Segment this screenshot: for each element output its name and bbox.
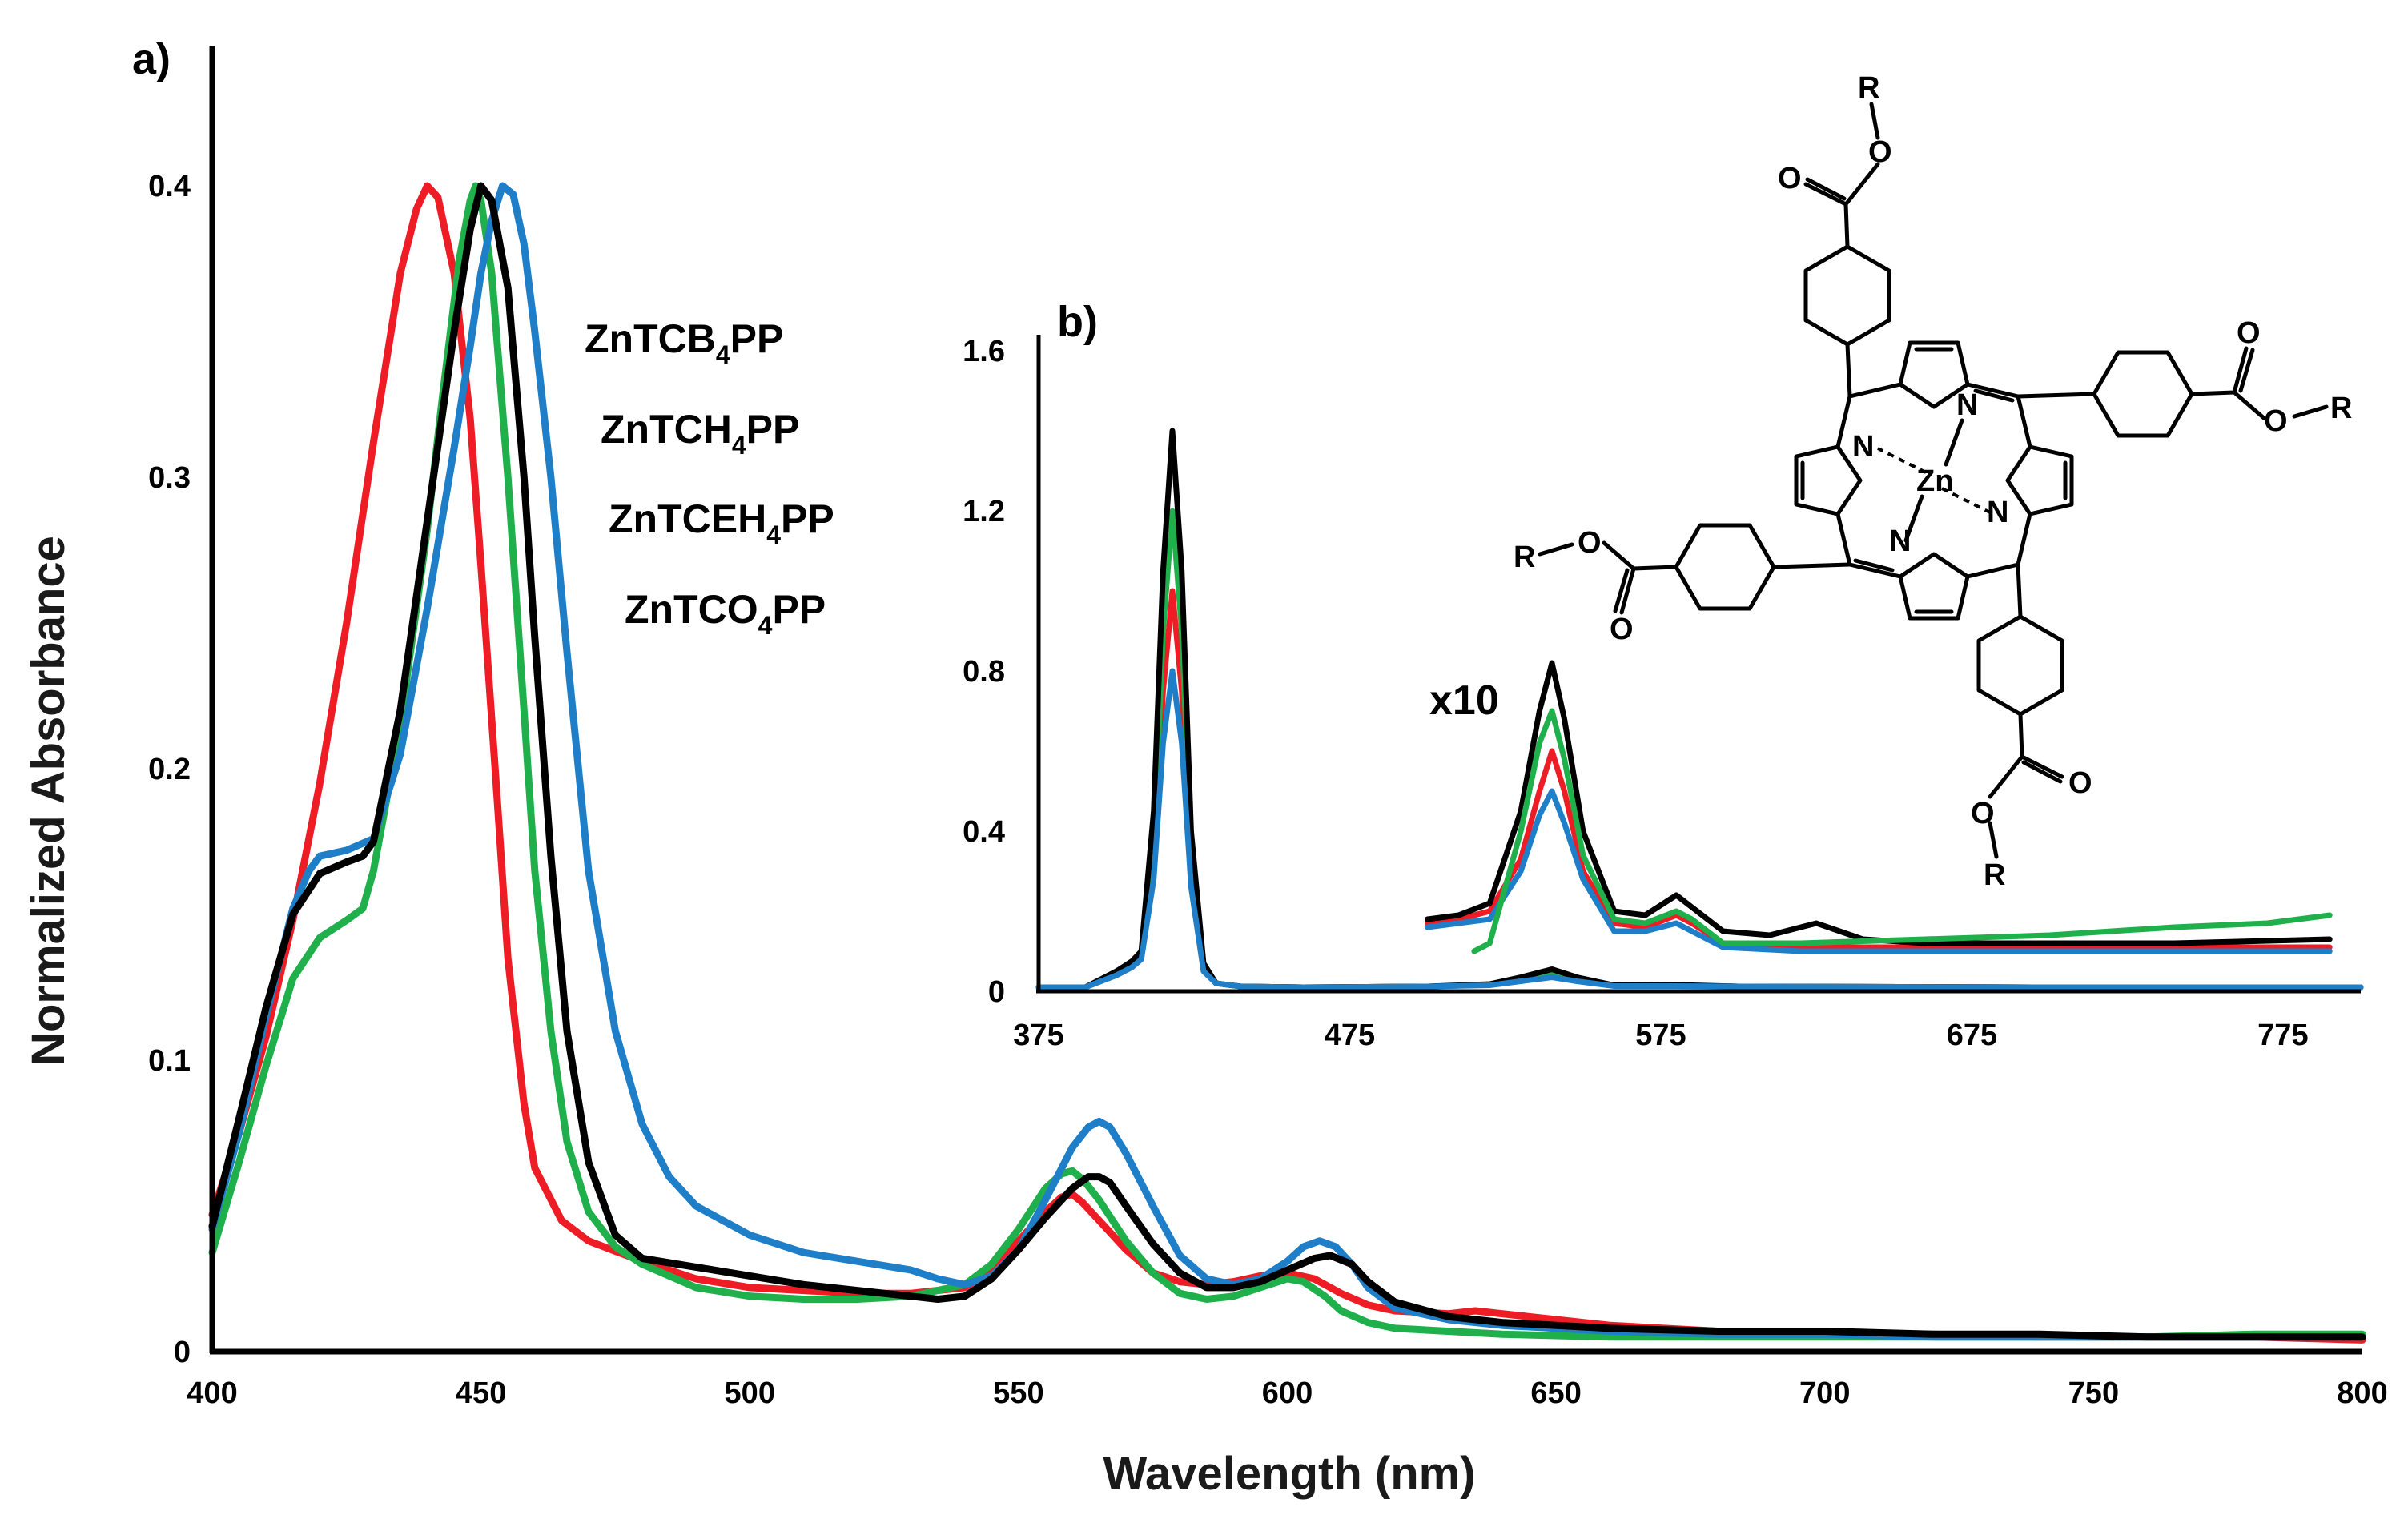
legend: ZnTCB4PP ZnTCH4PP ZnTCEH4PP ZnTCO4PP [585, 316, 834, 640]
phenyl-arm-right: O O R [2016, 316, 2352, 438]
o-label: O [2264, 404, 2288, 438]
y-axis-title: Normalized Absorbance [22, 536, 74, 1066]
panel-b-series [1035, 428, 2364, 991]
panel-a-series [208, 182, 2366, 1344]
y-tick-labels: 0 0.1 0.2 0.3 0.4 [148, 170, 191, 1369]
legend-item-zntch4pp: ZnTCH4PP [601, 407, 799, 460]
panel-a-label: a) [132, 35, 171, 83]
phenyl-arm-left: O O R [1514, 523, 1852, 646]
x-tick-label: 700 [1799, 1376, 1850, 1410]
x-tick-label: 650 [1530, 1376, 1581, 1410]
inset-x-tick-label: 675 [1947, 1019, 1997, 1052]
series-line-zntceh4pp [208, 182, 2366, 1341]
inset-y-tick-label: 0.4 [963, 815, 1005, 849]
phenyl-arm-top: O O R [1778, 71, 1892, 399]
y-tick-label: 0.1 [148, 1044, 191, 1078]
inset-y-tick-label: 0 [988, 975, 1005, 1009]
n-atom-label-bottom: N [1889, 524, 1911, 558]
x10-series-line-zntco4pp [1425, 660, 2333, 946]
o-label: O [1610, 613, 1634, 646]
x-tick-labels: 400 450 500 550 600 650 700 750 800 [187, 1376, 2387, 1410]
inset-y-tick-label: 1.6 [963, 335, 1005, 368]
inset-x-tick-label: 375 [1013, 1019, 1063, 1052]
porphyrin-core: Zn N N N N [1794, 340, 2074, 621]
x-tick-label: 500 [725, 1376, 775, 1410]
inset-y-tick-label: 0.8 [963, 655, 1005, 689]
x-tick-label: 750 [2068, 1376, 2119, 1410]
o-label: O [1578, 526, 1602, 560]
x-tick-label: 450 [456, 1376, 506, 1410]
inset-series-line-zntceh4pp [1035, 668, 2364, 991]
o-label: O [1778, 162, 1802, 195]
zn-atom-label: Zn [1916, 464, 1953, 498]
y-tick-label: 0.2 [148, 753, 191, 786]
x-tick-label: 400 [187, 1376, 237, 1410]
legend-item-zntcb4pp: ZnTCB4PP [585, 316, 783, 369]
x-axis-title: Wavelength (nm) [1103, 1448, 1475, 1500]
y-tick-label: 0.4 [148, 170, 191, 203]
n-atom-label-top: N [1956, 388, 1978, 422]
x-tick-label: 800 [2337, 1376, 2387, 1410]
panel-b-label: b) [1057, 298, 1098, 346]
o-label: O [1868, 135, 1892, 169]
o-label: O [2068, 766, 2092, 800]
inset-x-tick-label: 775 [2257, 1019, 2308, 1052]
r-label: R [1514, 540, 1535, 574]
series-line-zntco4pp [208, 182, 2366, 1341]
x10-series-line-zntceh4pp [1425, 788, 2333, 954]
inset-x-tick-label: 575 [1635, 1019, 1686, 1052]
r-label: R [2330, 392, 2352, 425]
zinc-porphyrin-structure: Zn N N N N O O R O O [1514, 71, 2352, 892]
legend-item-zntco4pp: ZnTCO4PP [625, 587, 826, 640]
legend-item-zntceh4pp: ZnTCEH4PP [609, 496, 834, 549]
panel-a: a) 0 0.1 0.2 0.3 0.4 400 450 500 550 600 650 700 75… [22, 35, 2388, 1500]
phenyl-arm-bottom: O O R [1971, 562, 2092, 892]
inset-y-tick-label: 1.2 [963, 495, 1005, 528]
r-label: R [1858, 71, 1879, 105]
x10-series-line-zntcb4pp [1425, 748, 2333, 950]
n-atom-label-left: N [1852, 430, 1874, 464]
inset-x-tick-label: 475 [1325, 1019, 1375, 1052]
inset-y-tick-labels: 0 0.4 0.8 1.2 1.6 [963, 335, 1005, 1009]
x10-annotation: x10 [1429, 677, 1499, 724]
panel-b-inset: b) 0 0.4 0.8 1.2 1.6 375 475 575 675 775 x10 [963, 298, 2364, 1057]
n-atom-label-right: N [1987, 496, 2008, 529]
y-tick-label: 0.3 [148, 461, 191, 495]
inset-x-tick-labels: 375 475 575 675 775 [1013, 1019, 2308, 1052]
o-label: O [1971, 797, 1995, 830]
series-line-zntcb4pp [208, 182, 2366, 1344]
x-tick-label: 550 [993, 1376, 1043, 1410]
y-tick-label: 0 [174, 1336, 191, 1369]
x-tick-label: 600 [1262, 1376, 1313, 1410]
x10-series-line-zntch4pp [1471, 708, 2333, 954]
r-label: R [1984, 858, 2005, 892]
panel-b-x10-series [1425, 660, 2333, 954]
o-label: O [2237, 316, 2261, 350]
